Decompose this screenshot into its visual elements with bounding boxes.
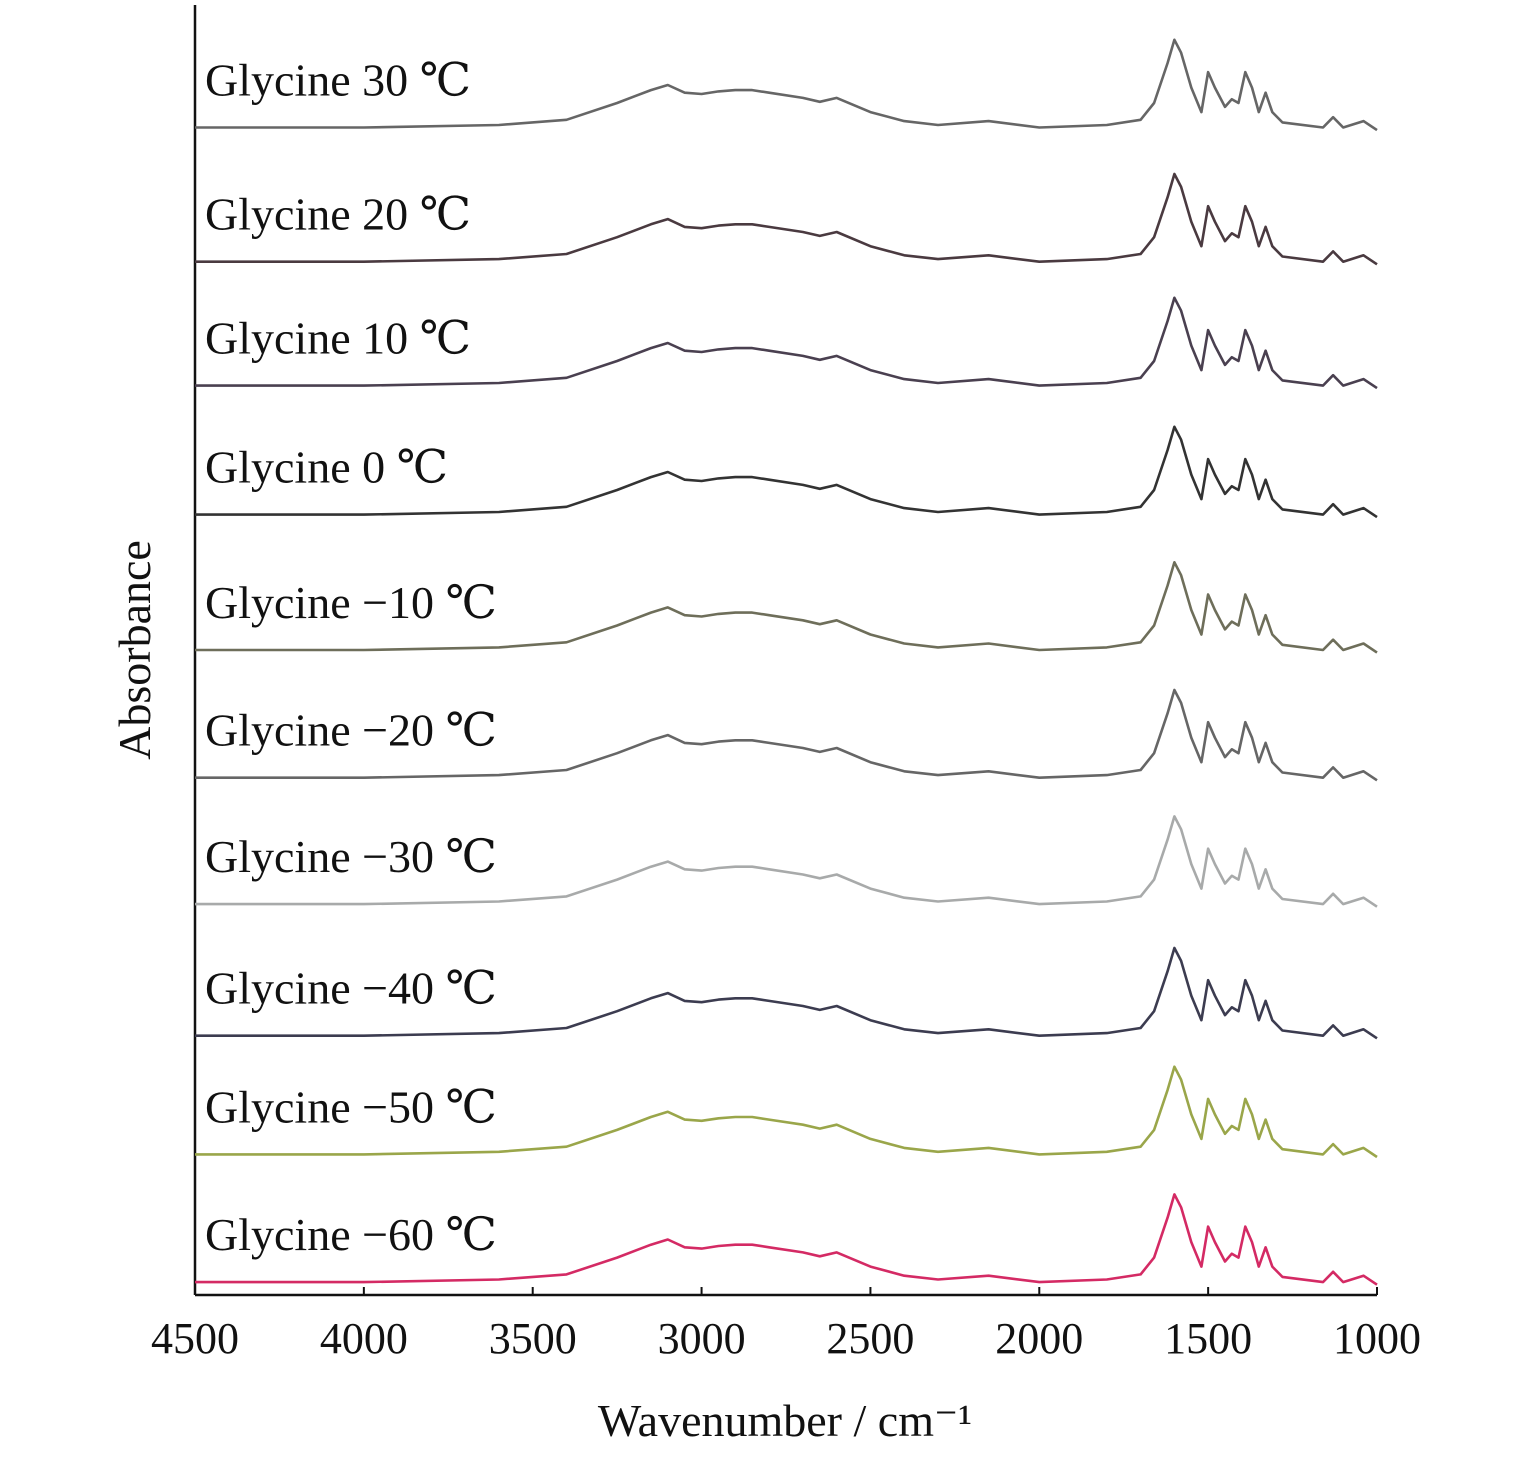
series-label: Glycine −60 ℃ <box>205 1209 497 1260</box>
spectrum-line <box>195 172 1378 266</box>
x-tick-label: 1000 <box>1333 1314 1421 1363</box>
x-axis-title: Wavenumber / cm⁻¹ <box>598 1395 972 1446</box>
x-tick-label: 4500 <box>151 1314 239 1363</box>
series-label: Glycine 20 ℃ <box>205 189 471 240</box>
x-tick-label: 4000 <box>320 1314 408 1363</box>
spectrum-line <box>195 815 1378 908</box>
x-tick-label: 2500 <box>826 1314 914 1363</box>
series-label: Glycine 0 ℃ <box>205 442 448 493</box>
spectrum-line <box>195 296 1378 390</box>
spectrum-line <box>195 946 1378 1040</box>
spectrum-line <box>195 425 1378 519</box>
x-tick-label: 3000 <box>658 1314 746 1363</box>
series-label: Glycine −30 ℃ <box>205 831 497 882</box>
series-label: Glycine −10 ℃ <box>205 577 497 628</box>
spectrum-line <box>195 38 1378 132</box>
series-label: Glycine 10 ℃ <box>205 313 471 364</box>
x-tick-label: 2000 <box>995 1314 1083 1363</box>
series-label: Glycine 30 ℃ <box>205 55 471 106</box>
x-tick-label: 1500 <box>1164 1314 1252 1363</box>
series-label: Glycine −40 ℃ <box>205 963 497 1014</box>
spectrum-line <box>195 561 1378 654</box>
spectrum-line <box>195 1065 1378 1159</box>
x-tick-label: 3500 <box>489 1314 577 1363</box>
spectrum-line <box>195 1193 1378 1286</box>
spectrum-line <box>195 688 1378 782</box>
series-label: Glycine −50 ℃ <box>205 1081 497 1132</box>
y-axis-title: Absorbance <box>109 540 160 760</box>
series-label: Glycine −20 ℃ <box>205 705 497 756</box>
